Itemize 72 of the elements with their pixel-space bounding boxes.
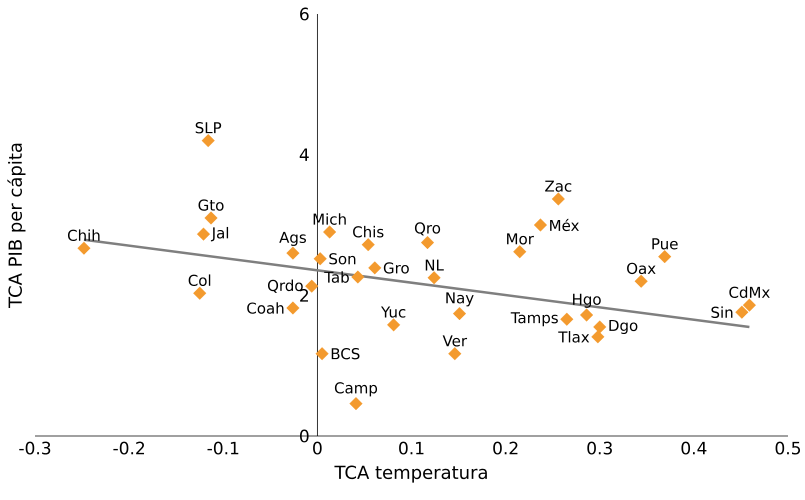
annotation: Nay bbox=[446, 292, 474, 306]
annotation: Oax bbox=[627, 262, 656, 274]
annotation: Chih bbox=[68, 229, 100, 242]
point bbox=[314, 252, 327, 266]
x-tick-label: 0.1 bbox=[399, 442, 424, 455]
point bbox=[658, 250, 672, 264]
x-tick-label: 0 bbox=[313, 442, 322, 455]
point bbox=[349, 397, 363, 410]
point bbox=[448, 347, 462, 360]
annotation: Ver bbox=[442, 335, 468, 347]
point bbox=[204, 211, 218, 225]
annotation: BCS bbox=[332, 348, 360, 360]
annotation: Chis bbox=[353, 226, 384, 238]
annotation: Dgo bbox=[609, 320, 638, 334]
annotation: Tlax bbox=[558, 331, 590, 343]
x-tick-label: 0.3 bbox=[587, 442, 612, 455]
annotation: Coah bbox=[247, 302, 284, 314]
x-tick-label: 0.2 bbox=[493, 442, 518, 455]
annotation: SLP bbox=[196, 122, 222, 134]
annotation: Mor bbox=[507, 233, 534, 245]
point bbox=[202, 134, 215, 148]
point bbox=[552, 192, 565, 206]
annotation: Qro bbox=[414, 222, 440, 236]
annotation: Camp bbox=[334, 382, 378, 396]
point bbox=[193, 286, 206, 300]
x-tick-label: 0.4 bbox=[681, 442, 706, 455]
x-tick-label: -0.3 bbox=[19, 442, 50, 455]
point bbox=[593, 320, 606, 334]
point bbox=[77, 242, 91, 255]
annotation: Tab bbox=[324, 271, 349, 283]
point bbox=[362, 238, 375, 252]
point bbox=[452, 307, 466, 320]
point bbox=[196, 228, 210, 241]
point bbox=[316, 347, 329, 360]
annotation: Pue bbox=[652, 238, 678, 250]
annotation: Gro bbox=[384, 262, 409, 274]
annotation: Hgo bbox=[573, 294, 601, 308]
point bbox=[286, 301, 300, 315]
point bbox=[560, 312, 574, 326]
x-tick-label: -0.2 bbox=[113, 442, 144, 455]
annotation: Ags bbox=[279, 232, 306, 246]
annotation: Tamps bbox=[510, 312, 558, 326]
y-tick-label: 6 bbox=[300, 8, 309, 20]
point bbox=[351, 270, 364, 284]
x-tick-label: -0.1 bbox=[208, 442, 238, 455]
annotation: Sin bbox=[711, 306, 732, 318]
point bbox=[735, 306, 748, 319]
x-tick-label: 0.5 bbox=[776, 442, 800, 455]
point bbox=[420, 236, 434, 250]
annotation: CdMx bbox=[729, 286, 770, 298]
annotation: Zac bbox=[545, 180, 572, 192]
annotation: Gto bbox=[198, 199, 224, 211]
point bbox=[368, 261, 382, 274]
y-axis-title: TCA PIB per cápita bbox=[7, 144, 26, 308]
point bbox=[428, 271, 441, 284]
annotation: NL bbox=[426, 260, 444, 271]
annotation: Col bbox=[188, 274, 210, 286]
point bbox=[591, 330, 604, 344]
annotation: Yuc bbox=[380, 306, 406, 318]
point bbox=[742, 298, 756, 312]
x-axis-title: TCA temperatura bbox=[334, 466, 487, 483]
annotation: Son bbox=[329, 253, 356, 264]
point bbox=[580, 308, 594, 322]
annotation: Méx bbox=[550, 218, 579, 232]
point bbox=[286, 246, 300, 260]
point bbox=[513, 245, 526, 258]
point bbox=[534, 218, 548, 232]
annotation: Jal bbox=[210, 226, 228, 242]
point bbox=[634, 274, 648, 288]
y-tick-label: 4 bbox=[300, 148, 309, 161]
point bbox=[323, 225, 336, 239]
point bbox=[387, 318, 400, 332]
